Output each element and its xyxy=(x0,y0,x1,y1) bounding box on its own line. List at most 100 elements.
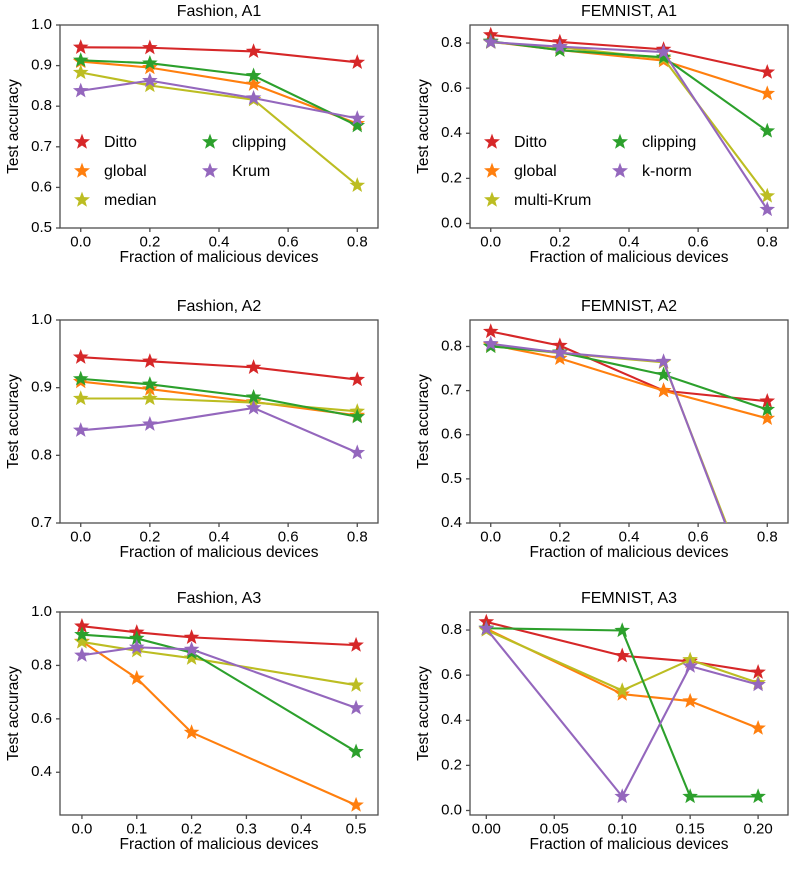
x-tick-label: 0.4 xyxy=(291,820,312,837)
x-tick-label: 0.2 xyxy=(181,820,202,837)
data-point-marker xyxy=(759,85,776,101)
series-line xyxy=(485,628,760,692)
series-line xyxy=(489,40,769,133)
subplot-fashion-a1: Fashion, A1 0.0 0.2 0.4 0.6 0.8 0.5 0.6 0.7 0.8 0.… xyxy=(0,0,402,293)
data-point-marker xyxy=(750,676,766,692)
y-tick-label: 0.9 xyxy=(31,379,52,396)
data-point-marker xyxy=(245,359,262,374)
series-line xyxy=(489,343,769,420)
y-axis-label: Test accuracy xyxy=(5,374,22,469)
x-tick-label: 0.2 xyxy=(549,528,570,545)
data-point-marker xyxy=(348,676,364,692)
data-point-marker xyxy=(142,72,158,88)
data-point-marker xyxy=(245,67,262,83)
legend-label-global: global xyxy=(104,163,147,180)
legend: Ditto global multi-Krum clipping k-norm xyxy=(484,133,696,209)
data-point-marker xyxy=(128,639,145,654)
data-point-marker xyxy=(759,410,776,426)
data-point-marker xyxy=(72,370,89,386)
data-point-marker xyxy=(759,201,776,217)
data-point-marker xyxy=(142,353,158,368)
data-point-marker xyxy=(759,63,776,79)
x-tick-label: 0.4 xyxy=(619,528,640,545)
data-point-marker xyxy=(72,39,89,54)
y-tick-label: 0.8 xyxy=(31,656,52,673)
subplot-fashion-a2: Fashion, A2 0.0 0.2 0.4 0.6 0.8 0.7 0.8 0.9 1.0 Fr… xyxy=(0,293,402,585)
x-tick-label: 0.1 xyxy=(126,820,147,837)
data-point-marker xyxy=(142,376,158,391)
x-axis-label: Fraction of malicious devices xyxy=(530,249,729,266)
series-line xyxy=(79,380,359,417)
subplot-title: FEMNIST, A2 xyxy=(581,298,677,315)
y-axis-label: Test accuracy xyxy=(415,79,432,174)
x-tick-label: 0.6 xyxy=(278,233,299,250)
data-point-marker xyxy=(245,388,262,404)
x-tick-label: 0.0 xyxy=(70,528,91,545)
series-line xyxy=(79,377,359,418)
x-tick-label: 0.2 xyxy=(139,528,160,545)
series-line xyxy=(79,60,359,125)
data-point-marker xyxy=(74,617,90,633)
x-tick-label: 0.4 xyxy=(619,233,640,250)
axes-frame xyxy=(469,611,789,816)
data-point-marker xyxy=(74,633,90,649)
y-tick-label: 1.0 xyxy=(31,311,52,328)
data-point-marker xyxy=(682,692,698,708)
series-line xyxy=(79,356,359,381)
data-point-marker xyxy=(682,657,698,673)
plot-data-area xyxy=(478,613,766,804)
data-point-marker xyxy=(183,641,200,657)
y-tick-label: 0.2 xyxy=(441,169,462,186)
data-point-marker xyxy=(183,650,200,665)
series-line xyxy=(80,646,358,709)
legend-label-ditto: Ditto xyxy=(104,134,137,151)
legend-label-clipping: clipping xyxy=(642,134,696,151)
data-point-marker xyxy=(72,422,89,437)
series-line xyxy=(80,640,358,807)
data-point-marker xyxy=(759,401,776,417)
chart-femnist-a1: FEMNIST, A1 0.0 0.2 0.4 0.6 0.8 0.0 0.2 0.4 0.6 0.… xyxy=(415,3,789,266)
x-tick-label: 0.10 xyxy=(608,820,637,837)
chart-femnist-a3: FEMNIST, A3 0.00 0.05 0.10 0.15 0.20 0.0 0.2 0.4… xyxy=(415,590,789,853)
data-point-marker xyxy=(349,110,366,126)
subplot-title: FEMNIST, A1 xyxy=(581,3,677,20)
series-line xyxy=(485,627,760,798)
y-tick-label: 0.0 xyxy=(441,214,462,231)
y-tick-label: 0.6 xyxy=(441,426,462,443)
data-point-marker xyxy=(72,349,89,364)
subplot-title: FEMNIST, A3 xyxy=(581,590,677,607)
chart-fashion-a1: Fashion, A1 0.0 0.2 0.4 0.6 0.8 0.5 0.6 0.7 0.8 0.… xyxy=(5,3,379,266)
plot-data-area xyxy=(72,39,366,192)
data-point-marker xyxy=(349,371,366,387)
series-line xyxy=(80,633,358,753)
data-point-marker xyxy=(142,380,158,396)
data-point-marker xyxy=(614,622,630,638)
y-tick-label: 1.0 xyxy=(31,16,52,33)
data-point-marker xyxy=(349,117,366,133)
x-tick-label: 0.0 xyxy=(70,233,91,250)
data-point-marker xyxy=(655,366,672,382)
data-point-marker xyxy=(142,416,158,431)
data-point-marker xyxy=(482,33,499,49)
x-tick-label: 0.05 xyxy=(540,820,569,837)
legend-marker-global xyxy=(74,162,90,178)
subplot-femnist-a1: FEMNIST, A1 0.0 0.2 0.4 0.6 0.8 0.0 0.2 0.4 0.6 0.… xyxy=(402,0,804,293)
data-point-marker xyxy=(750,719,766,735)
data-point-marker xyxy=(183,724,200,740)
y-tick-label: 0.4 xyxy=(31,763,52,780)
data-point-marker xyxy=(245,43,262,59)
x-tick-label: 0.4 xyxy=(209,528,230,545)
x-tick-label: 0.8 xyxy=(757,528,778,545)
subplot-title: Fashion, A2 xyxy=(177,298,262,315)
x-tick-label: 0.0 xyxy=(480,528,501,545)
y-axis-label: Test accuracy xyxy=(415,374,432,469)
x-axis-label: Fraction of malicious devices xyxy=(120,836,319,853)
x-tick-label: 0.2 xyxy=(139,233,160,250)
series-line xyxy=(79,79,359,120)
data-point-marker xyxy=(552,350,568,366)
data-point-marker xyxy=(482,335,499,351)
data-point-marker xyxy=(245,399,262,415)
x-tick-label: 0.6 xyxy=(688,528,709,545)
legend-label-multi-krum: multi-Krum xyxy=(514,192,591,209)
data-point-marker xyxy=(759,187,776,203)
